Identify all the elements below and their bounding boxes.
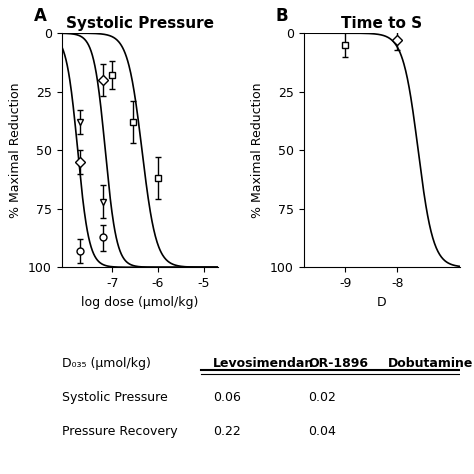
Text: 0.02: 0.02 [309,391,337,403]
Y-axis label: % Maximal Reduction: % Maximal Reduction [252,82,264,218]
Text: Levosimendan: Levosimendan [213,356,314,370]
Y-axis label: % Maximal Reduction: % Maximal Reduction [9,82,22,218]
Text: Dobutamine: Dobutamine [388,356,474,370]
Text: A: A [34,8,46,26]
Text: OR-1896: OR-1896 [309,356,368,370]
Title: Systolic Pressure: Systolic Pressure [66,16,214,31]
Title: Time to S: Time to S [341,16,422,31]
X-axis label: D: D [377,296,386,309]
Text: 0.06: 0.06 [213,391,241,403]
X-axis label: log dose (μmol/kg): log dose (μmol/kg) [81,296,199,309]
Text: B: B [275,8,288,26]
Text: 0.04: 0.04 [309,425,337,438]
Text: Systolic Pressure: Systolic Pressure [62,391,167,403]
Text: Pressure Recovery: Pressure Recovery [62,425,177,438]
Text: 0.22: 0.22 [213,425,241,438]
Text: D₀₃₅ (μmol/kg): D₀₃₅ (μmol/kg) [62,356,151,370]
